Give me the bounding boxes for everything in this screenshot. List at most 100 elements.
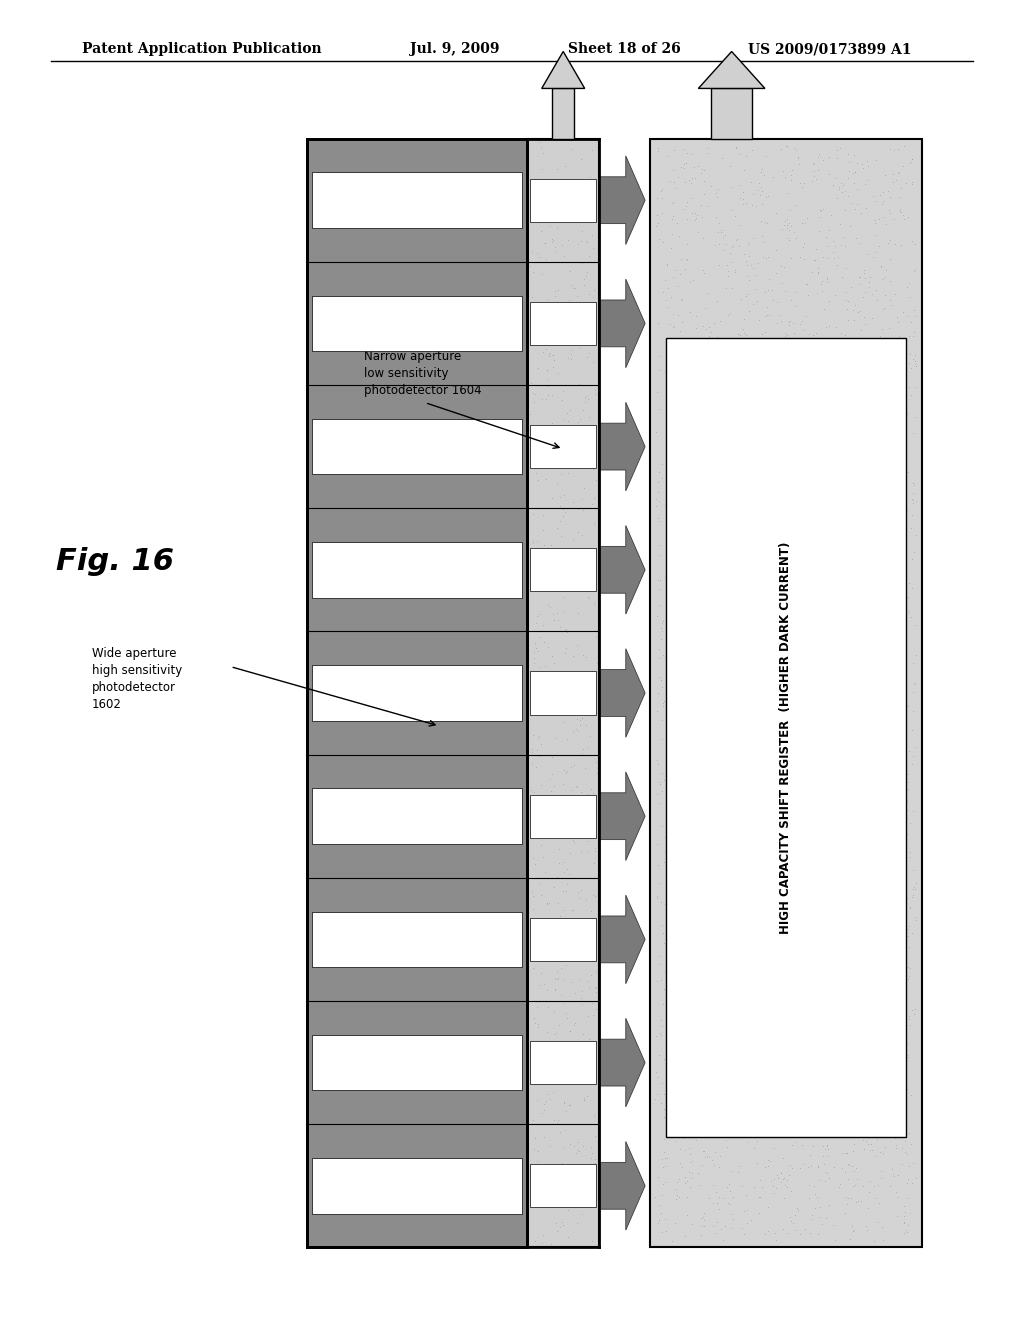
Point bbox=[847, 832, 863, 853]
Point bbox=[700, 317, 717, 338]
Point bbox=[555, 993, 571, 1014]
Point bbox=[782, 822, 799, 843]
Point bbox=[838, 946, 854, 968]
Point bbox=[540, 375, 556, 396]
Point bbox=[698, 441, 715, 462]
Point bbox=[813, 911, 829, 932]
Point bbox=[723, 1218, 739, 1239]
Point bbox=[558, 205, 574, 226]
Point bbox=[793, 842, 809, 863]
Point bbox=[673, 884, 689, 906]
Point bbox=[834, 364, 850, 385]
Point bbox=[584, 224, 600, 246]
Point bbox=[780, 455, 797, 477]
Point bbox=[692, 1027, 709, 1048]
Point bbox=[874, 1026, 891, 1047]
Point bbox=[697, 822, 714, 843]
Point bbox=[690, 222, 707, 243]
Point bbox=[882, 248, 898, 269]
Point bbox=[539, 894, 555, 915]
Point bbox=[895, 358, 911, 379]
Point bbox=[693, 162, 710, 183]
Point bbox=[777, 1175, 794, 1196]
Point bbox=[653, 1024, 670, 1045]
Point bbox=[730, 718, 746, 739]
Point bbox=[538, 248, 554, 269]
Point bbox=[873, 438, 890, 459]
Point bbox=[862, 985, 879, 1006]
Point bbox=[750, 774, 766, 795]
Point bbox=[724, 887, 740, 908]
Bar bbox=[552, 88, 574, 139]
Point bbox=[877, 267, 893, 288]
Point bbox=[887, 863, 903, 884]
Point bbox=[650, 141, 667, 162]
Point bbox=[907, 644, 924, 665]
Point bbox=[681, 1162, 697, 1183]
Point bbox=[755, 438, 771, 459]
Point bbox=[557, 642, 573, 663]
Point bbox=[700, 698, 717, 719]
Point bbox=[761, 599, 777, 620]
Point bbox=[766, 807, 782, 828]
Point bbox=[550, 1109, 566, 1130]
Point bbox=[707, 742, 723, 763]
Point bbox=[558, 874, 574, 895]
Point bbox=[740, 825, 757, 846]
Point bbox=[890, 162, 906, 183]
Point bbox=[867, 149, 884, 170]
Point bbox=[708, 785, 724, 807]
Point bbox=[829, 756, 846, 777]
Point bbox=[555, 774, 571, 795]
Point bbox=[672, 888, 688, 909]
Point bbox=[885, 172, 901, 193]
Point bbox=[794, 754, 810, 775]
Point bbox=[583, 777, 599, 799]
Point bbox=[552, 685, 568, 706]
Point bbox=[572, 822, 589, 843]
Point bbox=[805, 425, 821, 446]
Point bbox=[694, 807, 711, 828]
Point bbox=[873, 1217, 890, 1238]
Point bbox=[672, 808, 688, 829]
Point bbox=[801, 323, 817, 345]
Point bbox=[579, 888, 595, 909]
Point bbox=[674, 1084, 690, 1105]
Point bbox=[849, 152, 865, 173]
Point bbox=[781, 896, 798, 917]
Point bbox=[842, 1043, 858, 1064]
Point bbox=[711, 1015, 727, 1036]
Point bbox=[837, 325, 853, 346]
Point bbox=[744, 998, 761, 1019]
Point bbox=[659, 771, 676, 792]
Point bbox=[667, 1114, 683, 1135]
Point bbox=[702, 176, 719, 197]
Point bbox=[574, 488, 591, 510]
Point bbox=[811, 206, 827, 227]
Point bbox=[738, 401, 755, 422]
Point bbox=[770, 627, 786, 648]
Point bbox=[869, 783, 886, 804]
Point bbox=[761, 305, 777, 326]
Point bbox=[706, 977, 722, 998]
Point bbox=[566, 982, 583, 1003]
Point bbox=[882, 318, 898, 339]
Point bbox=[815, 416, 831, 437]
Point bbox=[800, 285, 816, 306]
Polygon shape bbox=[599, 1142, 645, 1230]
Point bbox=[839, 1187, 855, 1208]
Point bbox=[836, 932, 852, 953]
Point bbox=[739, 999, 756, 1020]
Point bbox=[666, 763, 682, 784]
Point bbox=[524, 440, 541, 461]
Point bbox=[823, 694, 840, 715]
Point bbox=[680, 744, 696, 766]
Point bbox=[715, 866, 731, 887]
Point bbox=[758, 545, 774, 566]
Point bbox=[658, 562, 675, 583]
Point bbox=[900, 763, 916, 784]
Point bbox=[687, 598, 703, 619]
Point bbox=[886, 140, 902, 161]
Point bbox=[701, 1121, 718, 1142]
Point bbox=[873, 781, 890, 803]
